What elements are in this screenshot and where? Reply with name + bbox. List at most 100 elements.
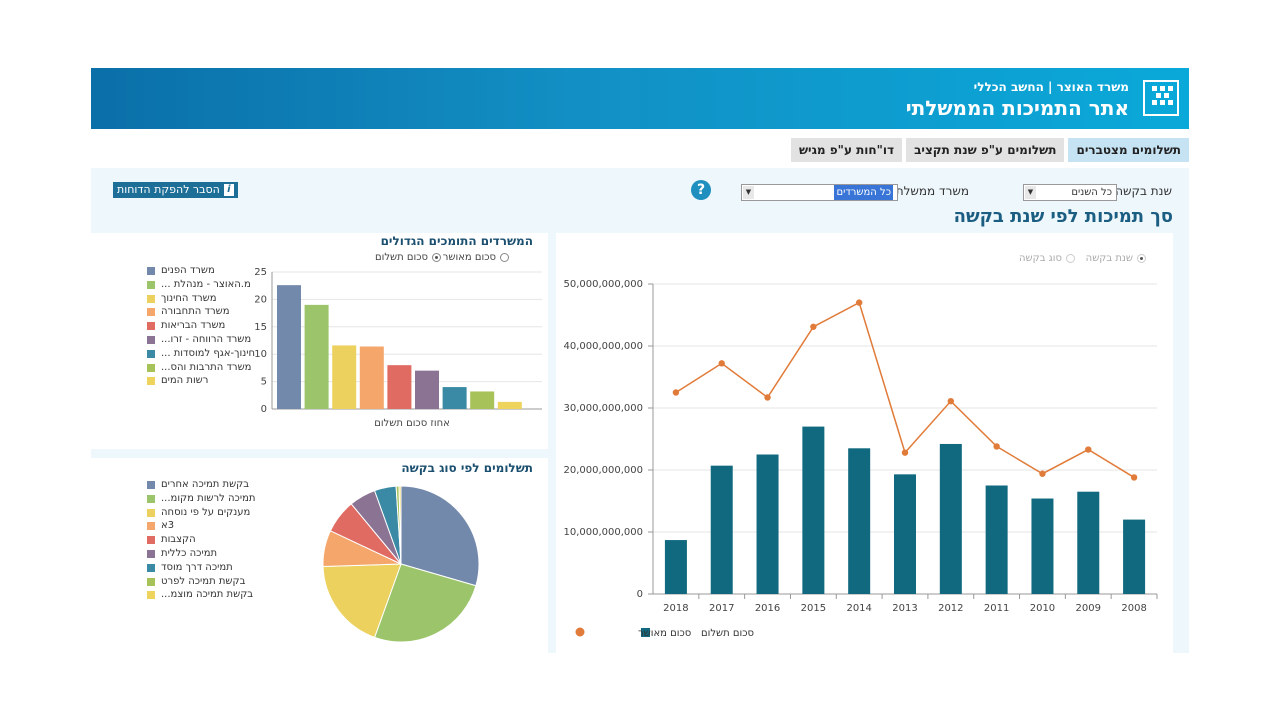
ministry-legend-item[interactable]: משרד התרבות והס... xyxy=(147,362,257,376)
legend-swatch xyxy=(147,377,155,386)
x-tick-label: 2008 xyxy=(1121,603,1146,614)
help-icon[interactable]: ? xyxy=(691,180,711,200)
legend-label: בקשת תמיכה מוצמ... xyxy=(161,589,254,601)
radio-paid-amount[interactable]: סכום תשלום xyxy=(375,252,441,263)
ministry-legend-item[interactable]: משרד הבריאות xyxy=(147,320,257,334)
y-tick-label: 15 xyxy=(254,322,267,333)
ministry-select[interactable]: ▼ כל המשרדים xyxy=(741,184,898,201)
radio-icon xyxy=(500,253,509,262)
y-tick-label: 0 xyxy=(261,404,267,415)
legend-label: משרד התחבורה xyxy=(161,306,230,318)
ministry-legend-item[interactable]: חינוך-אגף למוסדות ... xyxy=(147,348,257,362)
y-tick-label: 40,000,000,000 xyxy=(563,341,643,352)
header-banner: משרד האוצר | החשב הכללי אתר התמיכות הממש… xyxy=(91,68,1189,129)
header-subtitle: משרד האוצר | החשב הכללי xyxy=(973,80,1129,94)
legend-swatch xyxy=(147,349,155,358)
bar xyxy=(497,401,522,409)
request-type-legend-item[interactable]: תמיכה דרך מוסד xyxy=(147,562,257,576)
tab-bar: תשלומים מצטברים תשלומים ע"פ שנת תקציב דו… xyxy=(790,138,1189,162)
request-type-legend-item[interactable]: בקשת תמיכה אחרים xyxy=(147,479,257,493)
payments-by-type-title: תשלומים לפי סוג בקשה xyxy=(401,461,533,475)
request-type-legend-item[interactable]: הקצבות xyxy=(147,534,257,548)
bar xyxy=(939,443,962,594)
legend-swatch xyxy=(575,627,585,637)
y-tick-label: 10 xyxy=(254,349,267,360)
bar xyxy=(1123,519,1146,594)
legend-swatch xyxy=(147,335,155,344)
x-tick-label: 2017 xyxy=(709,603,734,614)
x-tick-label: 2013 xyxy=(892,603,917,614)
radio-approved-amount[interactable]: סכום מאושר xyxy=(443,252,509,263)
y-tick-label: 25 xyxy=(254,267,267,278)
header-title[interactable]: אתר התמיכות הממשלתי xyxy=(905,96,1129,120)
radio-request-type[interactable]: סוג בקשה xyxy=(1019,253,1075,264)
request-type-legend-item[interactable]: בקשת תמיכה מוצמ... xyxy=(147,589,257,603)
bar xyxy=(277,285,301,409)
ministry-legend-item[interactable]: מ.האוצר - מנהלת ... xyxy=(147,279,257,293)
bar xyxy=(1031,498,1054,594)
line-point xyxy=(901,449,909,456)
y-tick-label: 5 xyxy=(261,377,267,388)
pie-slice xyxy=(373,563,477,643)
report-explanation-button[interactable]: iהסבר להפקת הדוחות xyxy=(113,182,238,198)
bar xyxy=(415,370,439,409)
top-ministries-legend: משרד הפנים מ.האוצר - מנהלת ... משרד החינוך… xyxy=(147,265,257,389)
ministry-legend-item[interactable]: משרד התחבורה xyxy=(147,306,257,320)
line-point xyxy=(1039,470,1046,477)
treasury-logo-icon[interactable] xyxy=(1143,80,1179,116)
ministry-legend-item[interactable]: משרד החינוך xyxy=(147,293,257,307)
legend-swatch xyxy=(147,549,155,558)
legend-label: תמיכה לרשות מקומ... xyxy=(161,492,256,504)
tab-payments-by-budget-year[interactable]: תשלומים ע"פ שנת תקציב xyxy=(906,138,1065,162)
line-point xyxy=(810,323,817,330)
legend-swatch xyxy=(147,481,155,489)
support-by-year-combo-chart: 0 10,000,000,000 20,000,000,000 30,000,000,… xyxy=(563,279,1158,639)
legend-label: משרד הפנים xyxy=(161,265,215,276)
pie-slice xyxy=(398,485,402,565)
radio-request-year[interactable]: שנת בקשה xyxy=(1086,253,1146,264)
info-icon: i xyxy=(223,184,234,196)
request-type-legend-item[interactable]: תמיכה כללית xyxy=(147,548,257,562)
x-tick-label: 2016 xyxy=(755,603,780,614)
line-point xyxy=(672,389,680,396)
year-select[interactable]: ▼ כל השנים xyxy=(1023,184,1117,201)
x-tick-label: 2009 xyxy=(1076,603,1101,614)
bar xyxy=(848,448,871,594)
bar xyxy=(387,365,412,409)
top-ministries-title: המשרדים התומכים הגדולים xyxy=(380,234,533,248)
bar xyxy=(359,346,384,409)
legend-label: משרד התרבות והס... xyxy=(161,361,252,373)
ministry-legend-item[interactable]: משרד הפנים xyxy=(147,265,257,279)
legend-swatch xyxy=(147,563,155,572)
line-point xyxy=(1130,474,1138,481)
legend-label: משרד הרווחה - זרו... xyxy=(161,333,252,345)
legend-label: 3א xyxy=(161,520,175,532)
request-type-legend-item[interactable]: בקשת תמיכה לפרט xyxy=(147,576,257,590)
year-select-value: כל השנים xyxy=(1071,187,1112,198)
request-type-legend-item[interactable]: 3א xyxy=(147,520,257,534)
chevron-down-icon: ▼ xyxy=(743,186,754,199)
year-filter-label: שנת בקשה xyxy=(1115,184,1172,198)
bar xyxy=(442,387,467,409)
ministry-legend-item[interactable]: רשות המים xyxy=(147,375,257,389)
request-type-legend-item[interactable]: מענקים על פי נוסחה xyxy=(147,507,257,521)
y-tick-label: 20,000,000,000 xyxy=(563,465,643,476)
bar xyxy=(710,465,733,594)
radio-request-year-label: שנת בקשה xyxy=(1085,253,1133,264)
x-tick-label: 2014 xyxy=(846,603,871,614)
legend-swatch xyxy=(147,267,155,275)
tab-reports-by-submitter[interactable]: דו"חות ע"פ מגיש xyxy=(790,138,903,162)
bar xyxy=(664,540,687,594)
legend-label: משרד הבריאות xyxy=(161,320,226,332)
legend-swatch xyxy=(147,308,155,317)
line-point xyxy=(855,299,863,306)
request-type-legend-item[interactable]: תמיכה לרשות מקומ... xyxy=(147,493,257,507)
pie-slice xyxy=(322,563,402,639)
legend-swatch xyxy=(147,494,155,503)
tab-cumulative-payments[interactable]: תשלומים מצטברים xyxy=(1068,138,1189,162)
radio-approved-label: סכום מאושר xyxy=(442,252,496,263)
ministry-legend-item[interactable]: משרד הרווחה - זרו... xyxy=(147,334,257,348)
x-tick-label: 2011 xyxy=(984,603,1009,614)
legend-label: סכום תשלום xyxy=(701,628,754,639)
legend-label: הקצבות xyxy=(161,534,196,546)
